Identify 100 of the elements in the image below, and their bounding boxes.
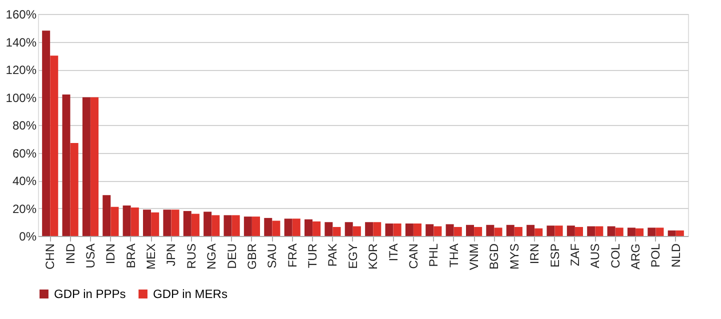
bar <box>212 215 220 236</box>
x-tick-label: KOR <box>366 243 380 270</box>
bar <box>82 97 90 236</box>
y-tick-label: 100% <box>6 90 37 105</box>
bar <box>332 226 341 236</box>
bar <box>171 210 180 236</box>
x-tick-label: BRA <box>124 244 138 268</box>
bar <box>284 218 292 236</box>
bar <box>252 216 260 236</box>
x-tick-label: ZAF <box>568 244 582 266</box>
bar <box>62 94 70 236</box>
bar <box>587 226 596 236</box>
bar <box>151 212 160 236</box>
bar <box>534 228 543 236</box>
bar <box>595 226 604 236</box>
bar <box>414 224 422 236</box>
bar <box>526 224 535 236</box>
bar <box>183 211 192 236</box>
x-tick-label: MEX <box>144 244 158 270</box>
x-tick-label: ARG <box>628 244 643 270</box>
x-tick-label: ESP <box>548 244 562 268</box>
bar <box>70 143 78 236</box>
bar <box>244 216 252 236</box>
bar <box>648 228 656 236</box>
bar <box>264 218 272 236</box>
bar <box>676 230 684 236</box>
x-tick-label: RUS <box>184 244 198 269</box>
bar <box>373 222 382 236</box>
x-tick-label: NGA <box>204 244 219 270</box>
bar <box>554 226 563 236</box>
bar <box>656 228 664 236</box>
bar <box>191 214 200 236</box>
bar <box>434 226 442 236</box>
bar <box>312 221 321 236</box>
bar <box>546 226 555 236</box>
x-tick-label: GBR <box>244 243 259 270</box>
bar <box>486 224 494 236</box>
x-tick-label: CAN <box>406 244 420 269</box>
x-tick-label: IND <box>63 243 78 264</box>
y-tick-label: 20% <box>12 202 37 216</box>
bar <box>122 205 131 236</box>
bar <box>224 215 232 236</box>
x-tick-label: VNM <box>467 244 482 270</box>
x-tick-label: COL <box>608 243 622 268</box>
x-tick-label: PAK <box>326 244 340 267</box>
bar <box>636 228 644 236</box>
bar <box>393 224 402 236</box>
bar <box>426 224 434 236</box>
x-tick-label: FRA <box>285 244 300 268</box>
bar <box>506 224 514 236</box>
bar <box>163 210 172 236</box>
x-tick-label: TUR <box>306 243 320 268</box>
x-tick-label: IRN <box>528 244 542 264</box>
bar <box>324 222 333 236</box>
x-tick-label: BGD <box>487 243 502 270</box>
y-tick-label: 60% <box>12 146 37 160</box>
bar <box>232 215 240 236</box>
y-tick-label: 120% <box>6 63 37 77</box>
legend-label: GDP in PPPs <box>54 287 126 301</box>
x-tick-label: SAU <box>265 244 280 268</box>
bar <box>446 224 454 236</box>
bar <box>466 224 474 236</box>
bar <box>272 220 280 236</box>
bar <box>405 224 414 236</box>
x-tick-label: USA <box>83 244 98 268</box>
y-tick-label: 140% <box>6 35 37 50</box>
bar <box>204 212 212 236</box>
y-tick-label: 40% <box>12 174 37 188</box>
x-tick-label: POL <box>648 243 663 268</box>
bar <box>304 219 312 236</box>
bar <box>42 30 50 236</box>
y-tick-label: 80% <box>12 118 37 132</box>
bar <box>352 226 361 236</box>
x-tick-label: MYS <box>507 244 522 270</box>
x-tick-label: PHL <box>426 243 441 267</box>
bar <box>574 226 583 236</box>
bar <box>454 226 462 236</box>
x-tick-label: ITA <box>386 244 400 262</box>
x-tick-label: AUS <box>588 244 602 268</box>
bar <box>90 97 99 236</box>
legend-label: GDP in MERs <box>153 287 228 301</box>
bar <box>514 226 522 236</box>
x-tick-label: NLD <box>668 243 683 268</box>
bar <box>474 226 482 236</box>
y-tick-label: 0% <box>19 230 37 244</box>
x-tick-label: JPN <box>164 244 178 266</box>
bar <box>50 56 58 236</box>
bar <box>130 208 139 236</box>
x-tick-label: IDN <box>104 244 118 264</box>
bar <box>365 222 374 236</box>
x-tick-label: THA <box>446 244 461 268</box>
bar <box>143 210 152 236</box>
bar <box>607 226 616 236</box>
bar <box>292 218 300 236</box>
bar <box>566 226 575 236</box>
x-tick-label: CHN <box>43 244 58 270</box>
x-tick-label: DEU <box>224 244 239 269</box>
bar <box>627 228 636 236</box>
bar <box>615 228 624 236</box>
bar <box>668 230 676 236</box>
